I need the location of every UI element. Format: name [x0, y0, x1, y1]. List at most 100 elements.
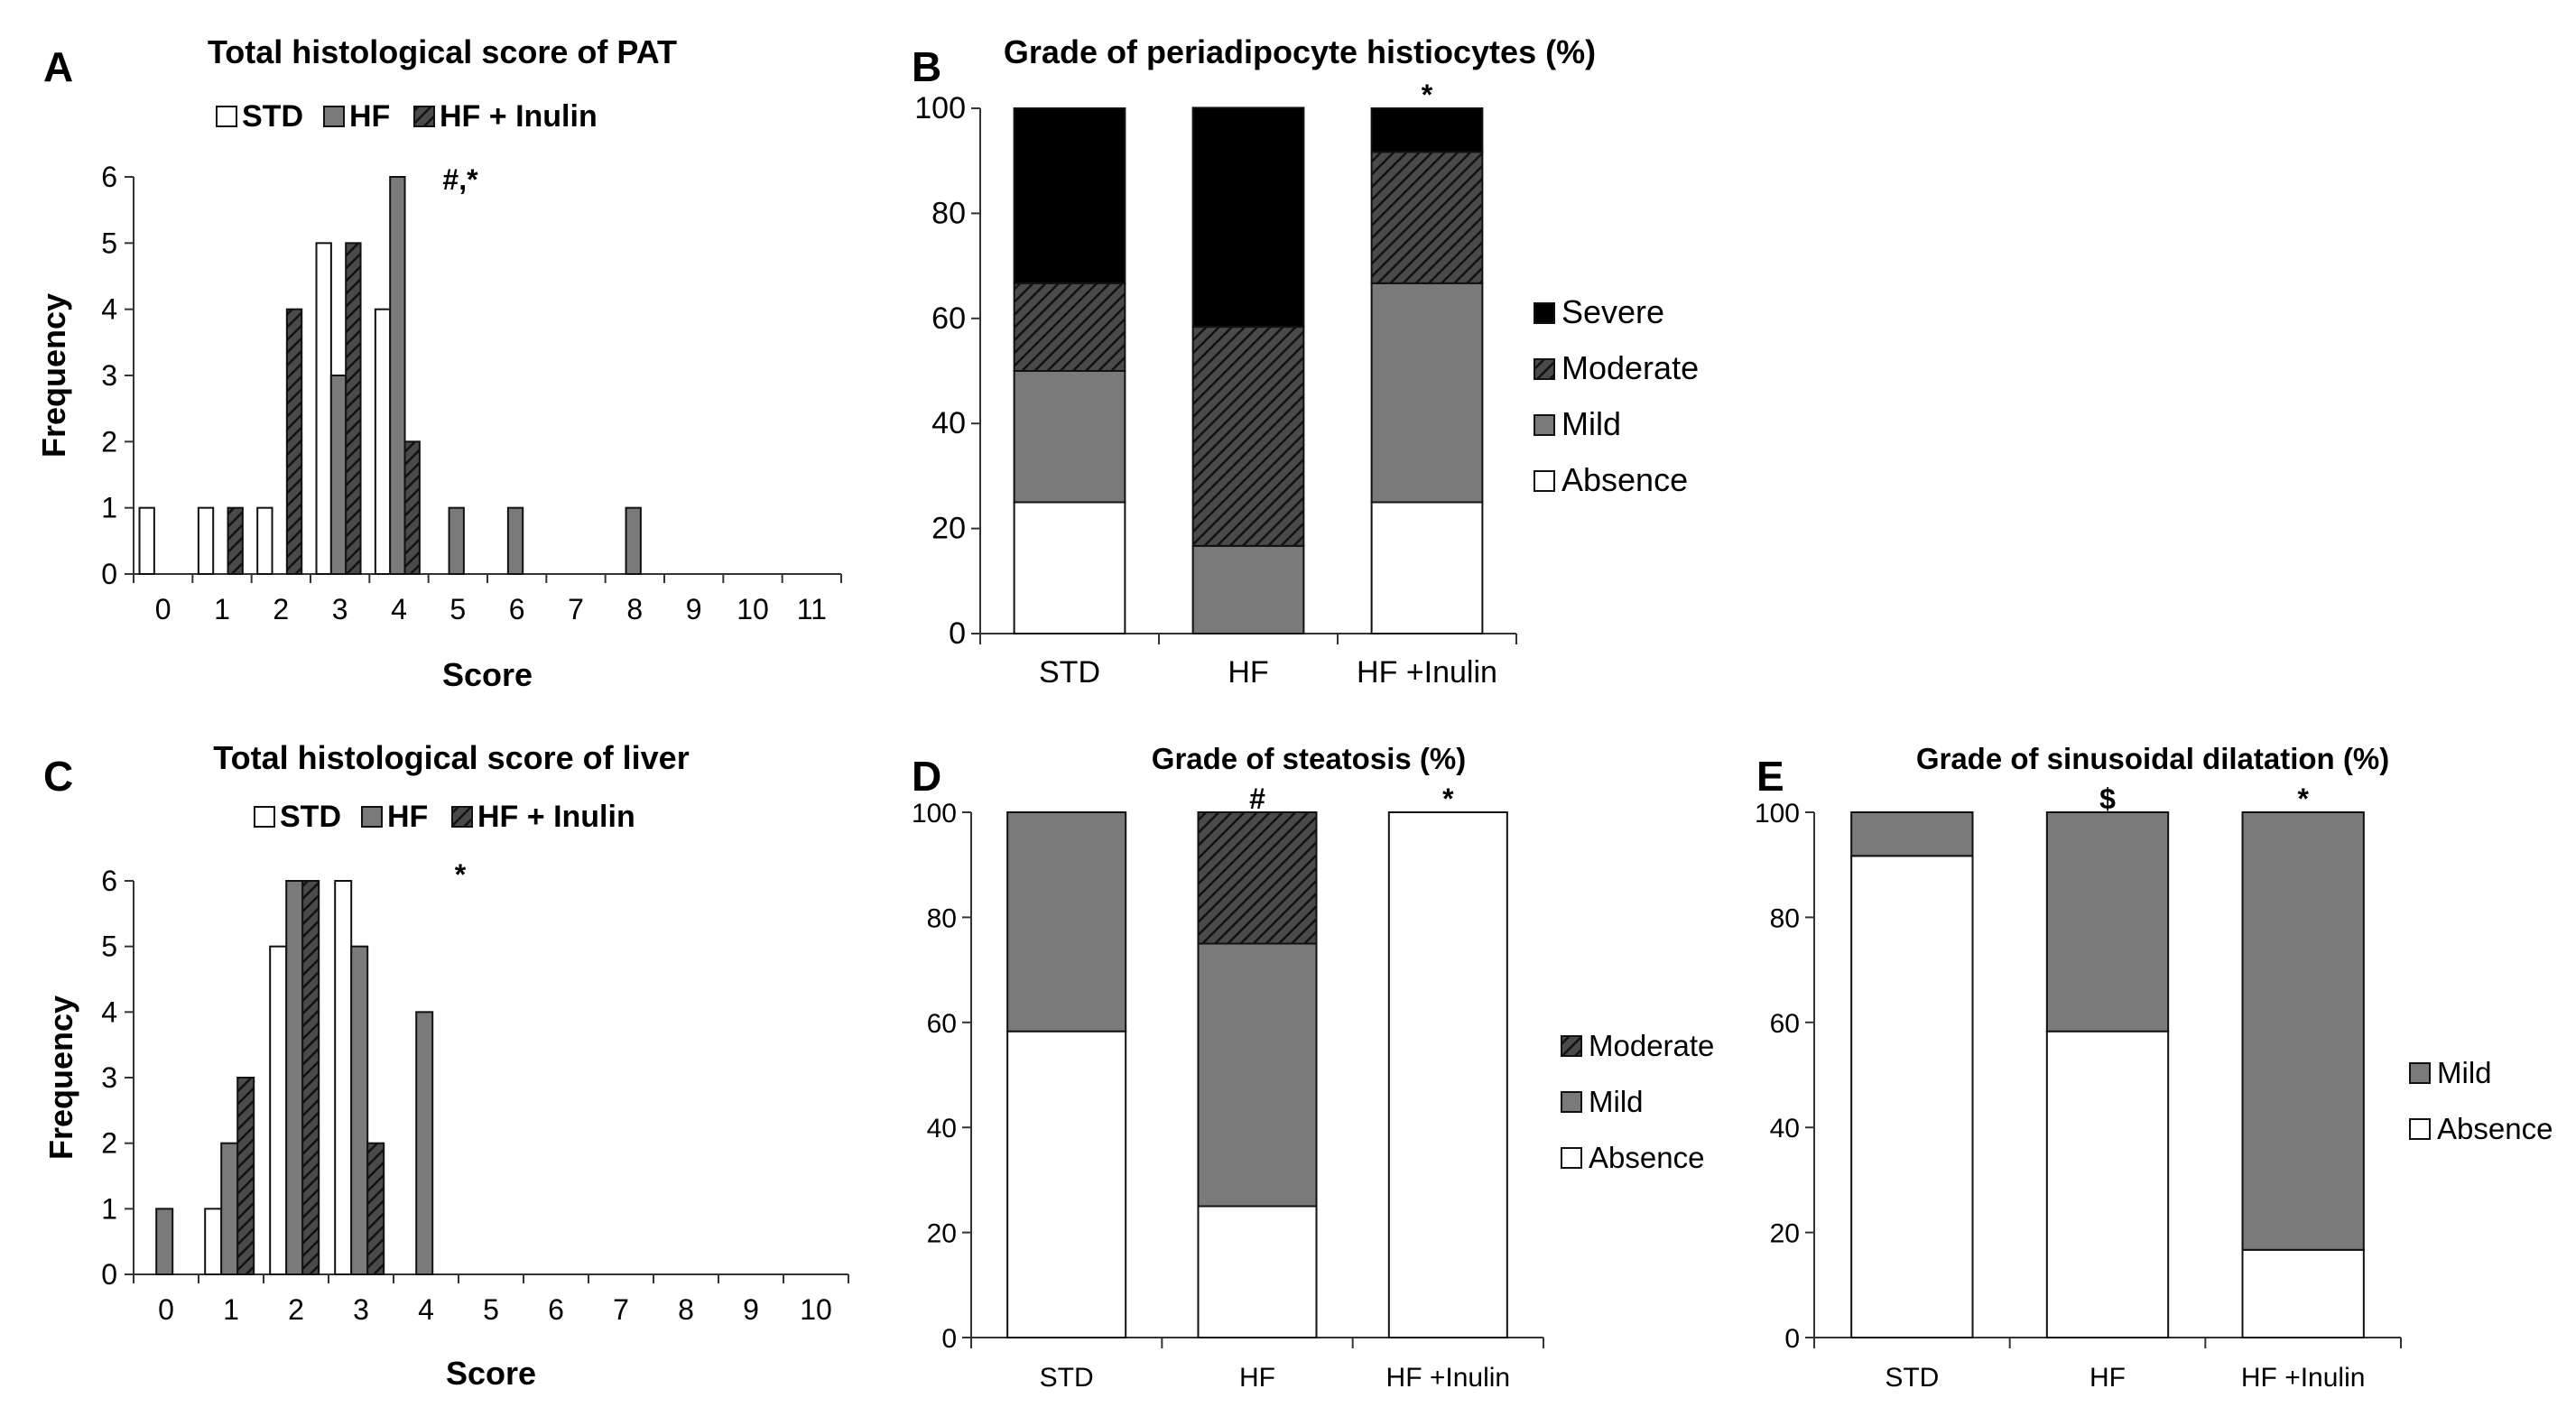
legend-swatch — [1534, 302, 1555, 324]
x-tick-label: HF — [1239, 1363, 1275, 1393]
bar-segment — [1197, 811, 1318, 945]
legend-swatch — [1534, 414, 1555, 436]
legend-swatch — [1534, 358, 1555, 380]
x-tick-label: 6 — [548, 1293, 564, 1326]
bar-segment — [1006, 811, 1127, 1032]
x-tick-label: 8 — [678, 1293, 694, 1326]
bar — [301, 880, 320, 1275]
y-tick-label: 20 — [1770, 1219, 1800, 1249]
legend-swatch — [323, 106, 345, 127]
x-tick-label: 6 — [509, 593, 525, 625]
bar-segment — [1370, 501, 1484, 634]
x-tick-label: 9 — [743, 1293, 759, 1326]
significance-mark: * — [2297, 782, 2309, 815]
bar — [374, 308, 392, 575]
significance-mark: #,* — [442, 163, 478, 196]
y-tick-label: 60 — [931, 301, 966, 336]
legend-swatch — [2409, 1118, 2431, 1140]
y-tick-label: 5 — [101, 931, 117, 963]
x-tick-label: 2 — [273, 593, 289, 625]
y-tick-label: 60 — [1770, 1009, 1800, 1039]
bar — [138, 506, 155, 576]
y-tick-label: 60 — [927, 1009, 957, 1039]
legend-swatch — [2409, 1062, 2431, 1084]
bar — [315, 242, 332, 575]
y-tick-label: 40 — [1770, 1114, 1800, 1144]
x-tick-label: 1 — [214, 593, 230, 625]
x-tick-label: 5 — [483, 1293, 499, 1326]
panel-B: B Grade of periadipocyte histiocytes (%) 0… — [912, 33, 1699, 690]
x-tick-label: 4 — [391, 593, 407, 625]
x-tick-label: STD — [1040, 1363, 1094, 1393]
bar — [227, 506, 244, 576]
x-tick-label: STD — [1885, 1363, 1939, 1393]
bar — [269, 945, 288, 1275]
x-tick-label: HF +Inulin — [1386, 1363, 1511, 1393]
bar-segment — [1197, 1205, 1318, 1338]
y-tick-label: 0 — [941, 1324, 957, 1354]
y-tick-label: 1 — [101, 492, 117, 524]
bar-segment — [1013, 370, 1126, 504]
x-tick-label: 4 — [418, 1293, 434, 1326]
panel-letter: E — [1756, 753, 1784, 800]
x-axis-label: Score — [442, 656, 533, 693]
y-tick-label: 4 — [101, 995, 117, 1028]
bar — [329, 375, 347, 575]
legend-label: Absence — [1561, 461, 1688, 498]
chart-title: Grade of steatosis (%) — [1152, 742, 1466, 775]
legend-label: Moderate — [1589, 1029, 1714, 1062]
y-tick-label: 3 — [101, 1061, 117, 1094]
panel-letter: C — [43, 753, 73, 800]
bar — [506, 506, 524, 576]
bar — [285, 880, 304, 1275]
legend-label: HF — [349, 99, 390, 134]
legend-label: Moderate — [1561, 349, 1699, 386]
significance-mark: # — [1249, 782, 1265, 815]
bar-segment — [1191, 544, 1305, 635]
panel-letter: D — [912, 753, 941, 800]
chart-title: Grade of periadipocyte histiocytes (%) — [1004, 33, 1596, 70]
bar — [256, 506, 273, 576]
bar — [236, 1077, 255, 1275]
bar-segment — [1370, 107, 1484, 153]
x-tick-label: 0 — [155, 593, 171, 625]
panel-D: D Grade of steatosis (%) 0 20 40 60 80 100 STD HF… — [912, 742, 1714, 1393]
legend-swatch — [216, 106, 237, 127]
legend-swatch — [413, 106, 435, 127]
y-tick-label: 100 — [1755, 799, 1800, 829]
legend-label: Mild — [2437, 1056, 2492, 1089]
bar — [389, 176, 406, 575]
panel-A: A Total histological score of PAT STD HF HF … — [35, 33, 842, 693]
bar-segment — [2045, 1030, 2170, 1338]
bar-segment — [2241, 1248, 2365, 1339]
x-tick-label: HF +Inulin — [2241, 1363, 2366, 1393]
bar-segment — [1013, 107, 1126, 284]
y-tick-label: 100 — [912, 799, 957, 829]
bar — [220, 1142, 239, 1275]
legend-label: STD — [242, 99, 303, 134]
legend-label: Mild — [1589, 1085, 1644, 1118]
y-tick-label: 80 — [1770, 903, 1800, 933]
panel-letter: A — [43, 43, 73, 90]
y-tick-label: 4 — [101, 293, 117, 326]
y-tick-label: 2 — [101, 425, 117, 458]
y-tick-label: 5 — [101, 227, 117, 259]
y-tick-label: 1 — [101, 1192, 117, 1225]
legend-swatch — [1561, 1147, 1582, 1169]
bar-segment — [1370, 151, 1484, 284]
legend-swatch — [361, 806, 383, 828]
legend-swatch — [451, 806, 473, 828]
bar-segment — [1850, 811, 1974, 857]
y-tick-label: 0 — [101, 1258, 117, 1291]
x-tick-label: HF — [1228, 655, 1268, 690]
bar-segment — [1370, 282, 1484, 504]
x-tick-label: 10 — [800, 1293, 832, 1326]
x-tick-label: 3 — [353, 1293, 369, 1326]
y-axis-label: Frequency — [42, 995, 79, 1160]
bar-segment — [1191, 326, 1305, 547]
y-tick-label: 6 — [101, 865, 117, 897]
bar-segment — [2241, 811, 2365, 1251]
bar — [197, 506, 215, 576]
x-tick-label: 8 — [626, 593, 643, 625]
